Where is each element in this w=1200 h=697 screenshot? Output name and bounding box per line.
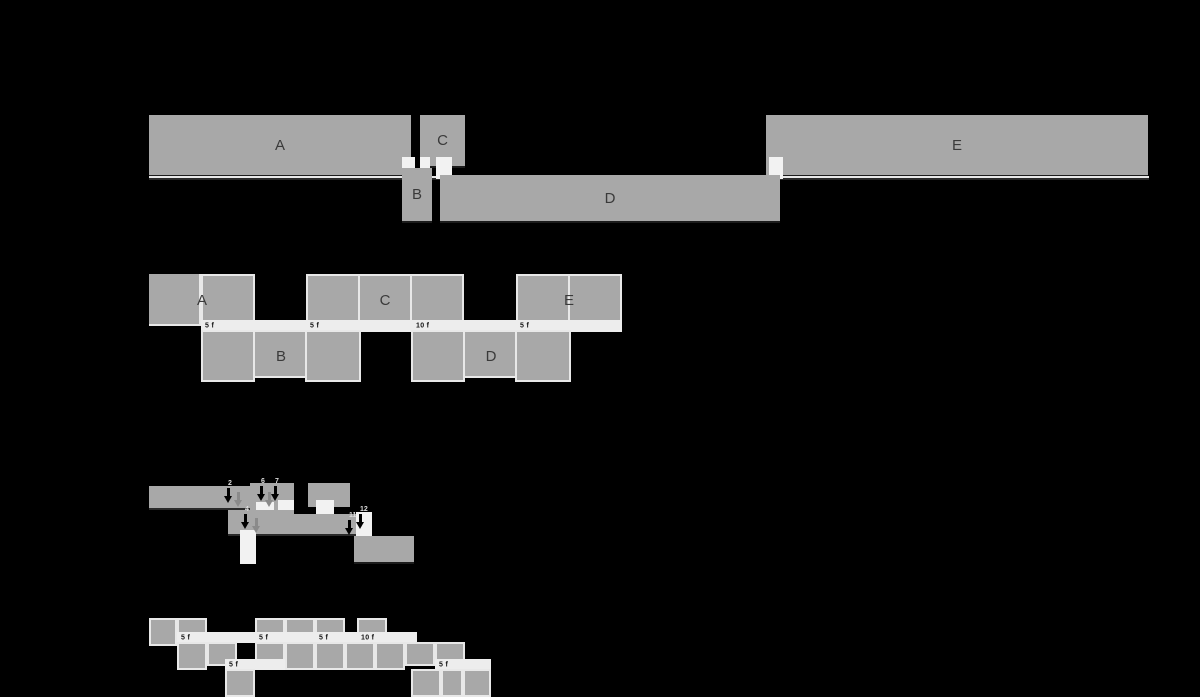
c4-bot-2[interactable] bbox=[411, 669, 441, 697]
c4-float-6: 5 f bbox=[435, 659, 491, 670]
float-label-a-b: 5 f bbox=[205, 322, 215, 330]
arrow-number-4: 4 bbox=[245, 506, 249, 513]
c4-float-label-5: 5 f bbox=[229, 661, 239, 668]
dependency-arrow-6: 6 bbox=[257, 478, 266, 502]
arrow-number-7: 7 bbox=[275, 478, 279, 485]
cell-d-1[interactable] bbox=[411, 330, 465, 382]
task-label-c: C bbox=[437, 132, 448, 149]
c4-bot-4[interactable] bbox=[463, 669, 491, 697]
dependency-arrow-7: 7 bbox=[271, 478, 280, 502]
cell-d-3[interactable] bbox=[515, 330, 571, 382]
dependency-arrow-6b bbox=[265, 492, 274, 508]
cell-e-1[interactable] bbox=[516, 274, 570, 322]
task-bar-d[interactable]: D bbox=[440, 175, 780, 223]
float-label-d-e: 5 f bbox=[520, 322, 530, 330]
c4-mid-7[interactable] bbox=[375, 642, 405, 670]
float-label-c-d: 10 f bbox=[416, 322, 430, 330]
c4-top-1[interactable] bbox=[149, 618, 177, 646]
cell-e-2[interactable] bbox=[568, 274, 622, 326]
cell-d-2[interactable] bbox=[463, 330, 517, 378]
arrow-number-11: 11 bbox=[349, 512, 357, 519]
c4-float-label-1: 5 f bbox=[181, 634, 191, 641]
link-block-c-d bbox=[436, 157, 452, 179]
task-label-b: B bbox=[411, 186, 422, 203]
c4-float-label-6: 5 f bbox=[439, 661, 449, 668]
c4-mid-1[interactable] bbox=[177, 642, 207, 670]
dependency-arrow-12: 12 bbox=[356, 506, 368, 530]
dependency-arrow-2: 2 bbox=[224, 480, 233, 504]
c4-mid-8[interactable] bbox=[405, 642, 435, 666]
link-block-d-e bbox=[769, 157, 783, 179]
dependency-arrow-4: 4 bbox=[241, 506, 250, 530]
c4-float-3: 5 f bbox=[315, 632, 375, 643]
net-bar-a[interactable] bbox=[149, 486, 261, 510]
c4-float-label-2: 5 f bbox=[259, 634, 269, 641]
arrow-number-12: 12 bbox=[360, 506, 368, 513]
c4-mid-4[interactable] bbox=[285, 642, 315, 670]
dependency-arrow-4b bbox=[252, 518, 261, 534]
cell-c-2[interactable] bbox=[358, 274, 412, 326]
c4-float-label-3: 5 f bbox=[319, 634, 329, 641]
arrow-number-6: 6 bbox=[261, 478, 265, 485]
net-link-5 bbox=[240, 530, 256, 564]
cell-b-3[interactable] bbox=[305, 330, 361, 382]
net-bar-e[interactable] bbox=[354, 536, 414, 564]
task-label-d: D bbox=[604, 189, 616, 207]
c4-bot-3[interactable] bbox=[441, 669, 463, 697]
c4-float-1: 5 f bbox=[177, 632, 255, 643]
float-label-b-c: 5 f bbox=[310, 322, 320, 330]
cell-c-3[interactable] bbox=[410, 274, 464, 322]
task-bar-e[interactable]: E bbox=[766, 115, 1148, 177]
c4-float-5: 5 f bbox=[225, 659, 285, 670]
arrow-number-2: 2 bbox=[228, 480, 232, 487]
task-bar-a[interactable]: A bbox=[149, 115, 411, 177]
float-strip-d-e: 5 f bbox=[516, 320, 622, 332]
c4-mid-6[interactable] bbox=[345, 642, 375, 670]
task-label-e: E bbox=[951, 136, 962, 154]
c4-float-2: 5 f bbox=[255, 632, 315, 643]
task-label-a: A bbox=[274, 136, 285, 154]
c4-bot-1[interactable] bbox=[225, 669, 255, 697]
dependency-arrow-11: 11 bbox=[345, 512, 356, 536]
c4-float-4: 10 f bbox=[357, 632, 417, 643]
cell-a-2[interactable] bbox=[201, 274, 255, 322]
dependency-arrow-2b bbox=[234, 492, 243, 508]
cell-b-1[interactable] bbox=[201, 330, 255, 382]
cell-b-2[interactable] bbox=[253, 330, 307, 378]
c4-float-label-4: 10 f bbox=[361, 634, 375, 641]
task-bar-b[interactable]: B bbox=[402, 168, 432, 223]
cell-c-1[interactable] bbox=[306, 274, 360, 322]
c4-mid-5[interactable] bbox=[315, 642, 345, 670]
cell-a-1[interactable] bbox=[149, 274, 201, 326]
